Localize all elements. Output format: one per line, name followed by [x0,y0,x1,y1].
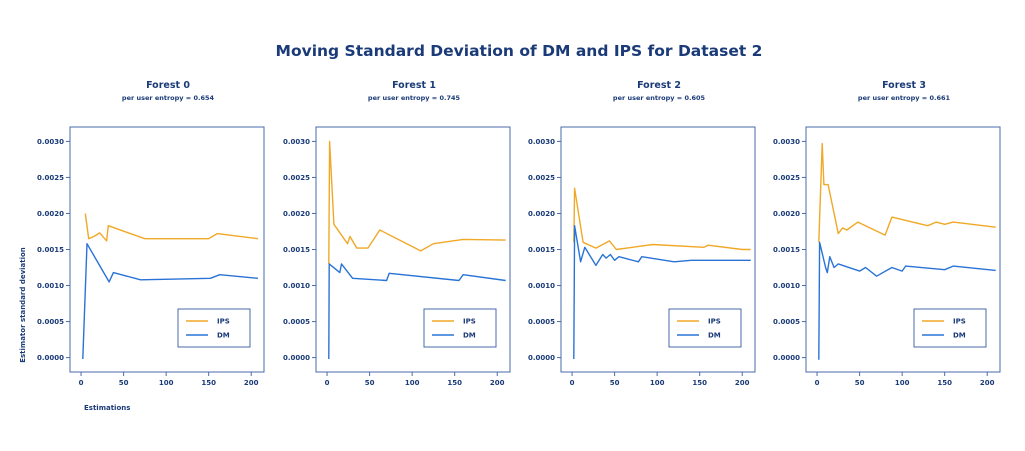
x-tick-label: 150 [201,379,216,387]
series-line-dm [573,224,751,360]
x-tick-label: 200 [490,379,505,387]
legend: IPS DM [177,308,251,348]
y-tick-label: 0.0020 [37,210,64,218]
legend-label: IPS [708,318,721,326]
legend-label: DM [463,332,476,340]
legend-label: IPS [953,318,966,326]
x-tick-label: 0 [325,379,330,387]
y-tick-label: 0.0030 [773,138,800,146]
panel-title: Forest 0 [146,80,190,91]
y-tick-label: 0.0025 [37,174,64,182]
legend: IPS DM [423,308,497,348]
legend-label: DM [217,332,230,340]
y-tick-label: 0.0020 [773,210,800,218]
x-tick-label: 200 [735,379,750,387]
y-tick-label: 0.0015 [773,246,800,254]
panels: Forest 0 per user entropy = 0.654 0.0000 0.… [37,80,1001,387]
panel-subtitle: per user entropy = 0.661 [858,94,951,102]
y-tick-label: 0.0020 [283,210,310,218]
y-axis-label: Estimator standard deviation [19,247,27,363]
panel-forest-2: Forest 2 per user entropy = 0.605 0.0000 0.… [528,80,756,387]
legend-box [177,308,251,348]
y-tick-label: 0.0025 [773,174,800,182]
y-tick-label: 0.0010 [773,282,800,290]
x-tick-label: 200 [980,379,995,387]
y-tick-label: 0.0010 [528,282,555,290]
y-tick-label: 0.0030 [283,138,310,146]
y-tick-label: 0.0000 [37,354,64,362]
legend: IPS DM [913,308,987,348]
y-tick-label: 0.0000 [283,354,310,362]
legend-box [423,308,497,348]
series-line-dm [328,263,506,360]
panel-title: Forest 1 [392,80,436,91]
y-tick-label: 0.0025 [283,174,310,182]
y-tick-label: 0.0000 [528,354,555,362]
x-tick-label: 50 [610,379,620,387]
y-tick-label: 0.0000 [773,354,800,362]
x-tick-label: 100 [159,379,174,387]
y-tick-label: 0.0015 [528,246,555,254]
x-tick-label: 100 [405,379,420,387]
series-line-ips [84,213,259,242]
x-tick-label: 0 [79,379,84,387]
x-tick-label: 50 [365,379,375,387]
legend-label: DM [708,332,721,340]
x-axis-label: Estimations [84,404,130,412]
y-tick-label: 0.0005 [37,318,64,326]
series-line-dm [818,241,996,360]
x-tick-label: 150 [447,379,462,387]
legend-label: IPS [463,318,476,326]
y-tick-label: 0.0015 [283,246,310,254]
y-tick-label: 0.0005 [773,318,800,326]
x-tick-label: 100 [895,379,910,387]
panel-title: Forest 2 [637,80,681,91]
x-tick-label: 150 [937,379,952,387]
y-tick-label: 0.0030 [528,138,555,146]
x-tick-label: 150 [692,379,707,387]
series-line-ips [818,142,996,243]
series-line-ips [573,187,751,251]
y-tick-label: 0.0005 [528,318,555,326]
y-tick-label: 0.0030 [37,138,64,146]
y-tick-label: 0.0005 [283,318,310,326]
panel-subtitle: per user entropy = 0.654 [122,94,215,102]
x-tick-label: 200 [244,379,259,387]
y-tick-label: 0.0010 [283,282,310,290]
panel-title: Forest 3 [882,80,926,91]
x-tick-label: 50 [855,379,865,387]
panel-subtitle: per user entropy = 0.605 [613,94,706,102]
x-tick-label: 100 [650,379,665,387]
legend-label: DM [953,332,966,340]
x-tick-label: 0 [815,379,820,387]
y-tick-label: 0.0025 [528,174,555,182]
panel-forest-0: Forest 0 per user entropy = 0.654 0.0000 0.… [37,80,265,387]
y-tick-label: 0.0010 [37,282,64,290]
panel-forest-1: Forest 1 per user entropy = 0.745 0.0000 0.… [283,80,511,387]
legend-box [913,308,987,348]
legend-box [668,308,742,348]
panel-subtitle: per user entropy = 0.745 [368,94,461,102]
chart-title: Moving Standard Deviation of DM and IPS … [276,42,763,60]
series-line-ips [328,140,506,264]
x-tick-label: 50 [119,379,129,387]
series-line-dm [82,242,259,360]
legend-label: IPS [217,318,230,326]
panel-forest-3: Forest 3 per user entropy = 0.661 0.0000 0.… [773,80,1001,387]
x-tick-label: 0 [570,379,575,387]
y-tick-label: 0.0020 [528,210,555,218]
legend: IPS DM [668,308,742,348]
y-tick-label: 0.0015 [37,246,64,254]
